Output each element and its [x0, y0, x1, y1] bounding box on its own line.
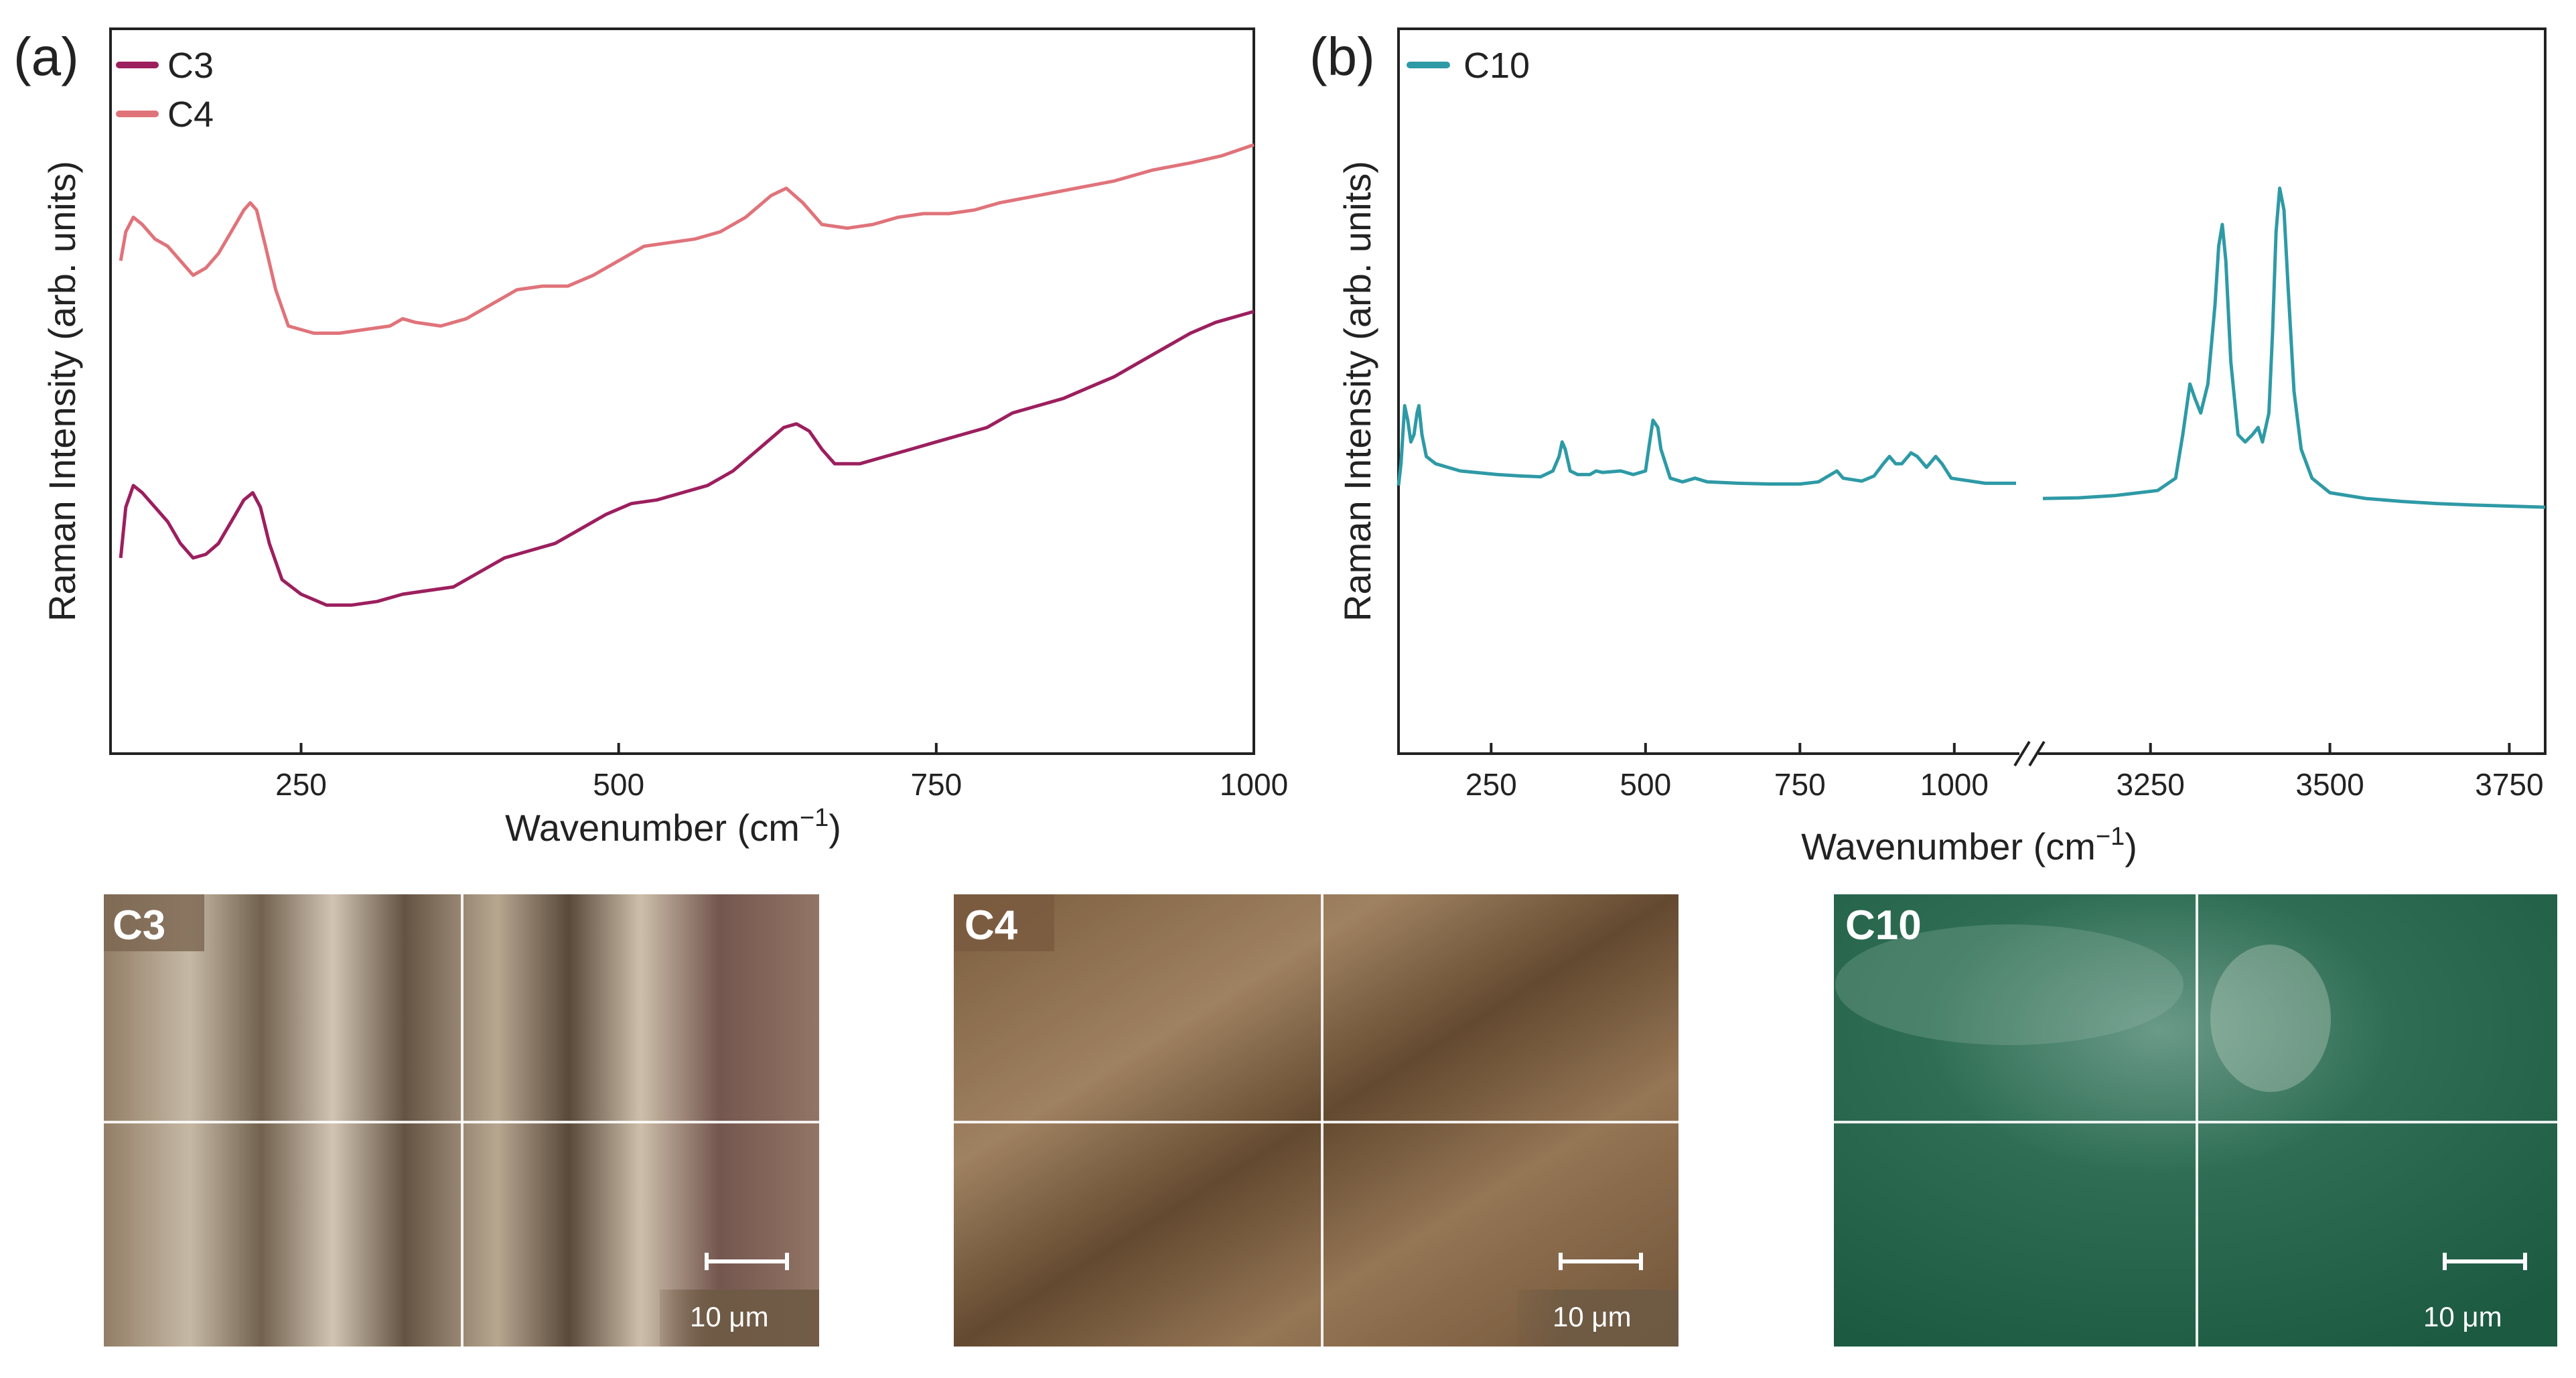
micrograph-c4-scale-box — [1517, 1290, 1678, 1347]
x-tick-label-b-1000: 1000 — [1920, 767, 1989, 802]
plot-frame-a — [109, 27, 1255, 755]
axis-break-b — [2013, 740, 2046, 767]
x-axis-label-b-text: Wavenumber (cm — [1801, 825, 2096, 868]
x-tick-label-a-250: 250 — [275, 767, 327, 802]
legend-item-c3: C3 — [116, 46, 214, 86]
micrograph-c4-scale-label: 10 μm — [1553, 1301, 1632, 1332]
y-axis-label-a: Raman Intensity (arb. units) — [41, 161, 83, 622]
x-axis-label-a-end: ) — [829, 807, 841, 849]
series-group-b — [1397, 186, 2546, 509]
micrograph-c3-scale-box — [660, 1290, 819, 1347]
legend-label-c3: C3 — [167, 46, 214, 86]
legend-item-c10: C10 — [1407, 46, 1530, 86]
x-tick-label-a-500: 500 — [593, 767, 644, 802]
micrograph-c10-particle — [2210, 945, 2331, 1092]
x-axis-label-a-sup: −1 — [800, 804, 829, 832]
x-tick-label-b-750: 750 — [1774, 767, 1826, 802]
legend-b: C10 — [1407, 46, 1530, 86]
x-tick-label-a-750: 750 — [910, 767, 962, 802]
x-tick-label-a-1000: 1000 — [1220, 767, 1288, 802]
micrograph-c10: C10 10 μm — [1834, 894, 2557, 1347]
axis-break-mark-1 — [2013, 740, 2031, 767]
panel-a-label: (a) — [13, 27, 79, 86]
plot-frame-b — [1397, 27, 2547, 755]
x-ticks-b: 250 500 750 1000 3250 3500 3750 — [1465, 743, 2544, 802]
x-tick-label-b-3250: 3250 — [2117, 767, 2185, 802]
x-ticks-a: 250 500 750 1000 — [275, 743, 1288, 802]
legend-a: C3 C4 — [116, 46, 214, 135]
x-tick-label-b-3500: 3500 — [2295, 767, 2364, 802]
x-axis-label-a-text: Wavenumber (cm — [505, 807, 800, 849]
legend-item-c4: C4 — [116, 94, 214, 135]
panel-a: (a) 250 500 750 1000 C3 C4 Raman Intensity … — [13, 27, 1288, 849]
micrograph-c3-label-box — [104, 894, 204, 951]
panel-b: (b) 250 500 750 1000 3250 3500 3750 C10 Raman … — [1309, 27, 2547, 868]
micrograph-c4-image — [954, 894, 1678, 1347]
series-line-c3 — [119, 309, 1255, 607]
x-axis-label-b-end: ) — [2125, 825, 2137, 868]
micrograph-c4-texture — [954, 894, 1678, 1347]
x-tick-label-b-3750: 3750 — [2475, 767, 2543, 802]
x-axis-label-a: Wavenumber (cm−1) — [505, 804, 841, 849]
x-tick-label-b-500: 500 — [1620, 767, 1671, 802]
series-line-c4 — [119, 143, 1255, 335]
legend-label-c4: C4 — [167, 94, 214, 135]
axis-break-mark-2 — [2028, 740, 2046, 767]
series-line-c10-segment-2 — [2042, 186, 2546, 509]
micrograph-c4-label-box — [954, 894, 1054, 951]
series-group-a — [119, 143, 1255, 607]
micrograph-c4: C4 10 μm — [954, 894, 1678, 1347]
x-axis-label-b-sup: −1 — [2096, 823, 2125, 851]
micrograph-c10-label: C10 — [1845, 902, 1922, 949]
micrograph-c10-scale-label: 10 μm — [2423, 1301, 2502, 1332]
y-axis-label-b: Raman Intensity (arb. units) — [1336, 161, 1378, 622]
series-line-c10-segment-1 — [1397, 404, 2016, 486]
micrograph-c10-haze — [1835, 924, 2184, 1045]
micrograph-c3: C3 10 μm — [104, 894, 819, 1347]
panel-b-label: (b) — [1309, 27, 1375, 86]
x-axis-label-b: Wavenumber (cm−1) — [1801, 823, 2137, 868]
micrograph-c3-scale-label: 10 μm — [690, 1301, 769, 1332]
micrograph-c4-label: C4 — [964, 902, 1018, 949]
micrograph-c3-label: C3 — [113, 902, 165, 949]
legend-label-c10: C10 — [1463, 46, 1530, 86]
x-tick-label-b-250: 250 — [1465, 767, 1517, 802]
